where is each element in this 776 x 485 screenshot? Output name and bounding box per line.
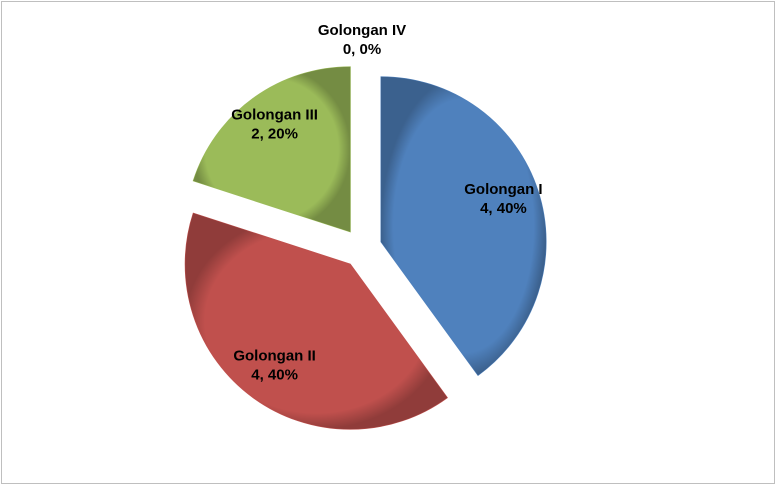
- label-name: Golongan III: [231, 107, 318, 124]
- label-name: Golongan IV: [318, 22, 406, 39]
- data-label: Golongan IV 0, 0%: [318, 22, 406, 58]
- label-value: 4, 40%: [480, 200, 527, 217]
- data-label: Golongan I 4, 40%: [464, 181, 542, 217]
- label-name: Golongan II: [233, 347, 316, 364]
- data-label: Golongan II 4, 40%: [233, 347, 316, 383]
- label-name: Golongan I: [464, 181, 542, 198]
- label-value: 2, 20%: [251, 126, 298, 143]
- label-value: 0, 0%: [343, 41, 381, 58]
- label-value: 4, 40%: [251, 366, 298, 383]
- data-label: Golongan III 2, 20%: [231, 107, 318, 143]
